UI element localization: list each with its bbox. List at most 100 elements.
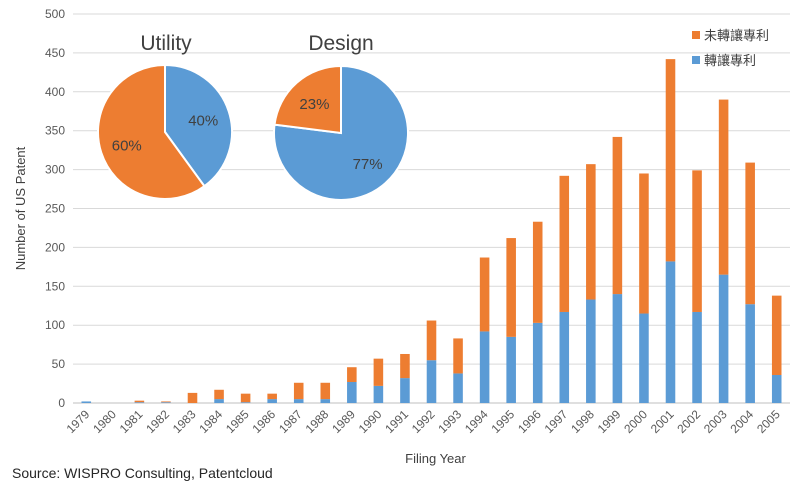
x-tick-label: 1979 (64, 407, 93, 436)
bar-transferred (320, 399, 331, 403)
x-tick-label: 2001 (648, 407, 677, 436)
x-tick-label: 1990 (356, 407, 385, 436)
bar-not-transferred (479, 257, 490, 332)
bar-transferred (373, 385, 384, 403)
bar-transferred (161, 402, 171, 403)
bar-transferred (426, 360, 437, 403)
bar-not-transferred (453, 338, 463, 374)
x-tick-label: 2004 (728, 407, 757, 436)
pie-slice-label: 40% (188, 113, 218, 130)
bar-transferred (214, 399, 224, 403)
y-tick-label: 400 (45, 85, 65, 99)
x-tick-label: 1991 (382, 407, 411, 436)
bar-transferred (639, 313, 649, 403)
bar-not-transferred (267, 393, 277, 400)
x-tick-label: 1989 (329, 407, 358, 436)
pie-slice (273, 64, 409, 201)
y-tick-label: 300 (45, 163, 65, 177)
x-tick-label: 2000 (621, 407, 650, 436)
bar-not-transferred (240, 393, 251, 403)
bar-not-transferred (718, 99, 729, 275)
x-tick-label: 1997 (542, 407, 571, 436)
x-tick-label: 1998 (568, 407, 597, 436)
bar-transferred (267, 399, 277, 403)
pie-title: Utility (140, 32, 192, 55)
bar-transferred (293, 399, 304, 403)
y-tick-label: 350 (45, 124, 65, 138)
y-tick-label: 50 (52, 357, 66, 371)
bar-not-transferred (426, 320, 437, 361)
bar-not-transferred (639, 173, 649, 314)
bar-not-transferred (293, 382, 304, 400)
pie-slice (97, 63, 206, 200)
bar-not-transferred (347, 367, 357, 382)
x-tick-label: 1987 (276, 407, 305, 436)
x-tick-label: 1995 (489, 407, 518, 436)
bar-transferred (586, 299, 596, 403)
x-tick-label: 1992 (409, 407, 438, 436)
x-tick-label: 1980 (90, 407, 119, 436)
x-tick-label: 1993 (435, 407, 464, 436)
bar-transferred (718, 274, 729, 403)
bar-transferred (81, 401, 92, 403)
bar-transferred (745, 304, 755, 403)
bar-not-transferred (506, 238, 516, 337)
pie-title: Design (308, 32, 373, 55)
bar-transferred (692, 311, 702, 403)
bar-transferred (612, 294, 623, 403)
x-tick-label: 2002 (674, 407, 703, 436)
x-tick-label: 1984 (196, 407, 225, 436)
x-tick-label: 2003 (701, 407, 730, 436)
pie-slice (273, 64, 342, 135)
x-tick-label: 1983 (170, 407, 199, 436)
pie-slice (164, 63, 233, 188)
bar-transferred (400, 378, 410, 403)
bar-not-transferred (771, 295, 782, 375)
bar-transferred (453, 373, 463, 403)
y-tick-label: 200 (45, 240, 65, 254)
bar-not-transferred (692, 170, 702, 312)
y-tick-label: 250 (45, 202, 65, 216)
x-tick-label: 1999 (595, 407, 624, 436)
x-tick-label: 1994 (462, 407, 491, 436)
pie-slice-label: 60% (112, 137, 142, 154)
y-tick-label: 450 (45, 46, 65, 60)
legend-swatch (692, 31, 700, 39)
bar-not-transferred (532, 221, 543, 323)
bar-transferred (532, 322, 543, 403)
legend-swatch (692, 56, 700, 64)
bar-not-transferred (745, 162, 755, 305)
x-axis-title: Filing Year (405, 451, 466, 466)
bar-transferred (240, 402, 251, 403)
pie-slice-label: 23% (299, 96, 329, 113)
bar-not-transferred (187, 392, 198, 403)
x-tick-label: 1986 (250, 407, 279, 436)
bar-transferred (347, 381, 357, 403)
legend-label: 轉讓專利 (704, 53, 756, 68)
bar-not-transferred (400, 353, 410, 379)
x-tick-label: 1981 (117, 407, 146, 436)
x-tick-label: 1996 (515, 407, 544, 436)
bar-not-transferred (665, 59, 676, 262)
pie-slice-label: 77% (353, 156, 383, 173)
bar-transferred (506, 336, 516, 403)
bar-transferred (665, 261, 676, 403)
bar-not-transferred (559, 175, 570, 312)
y-tick-label: 150 (45, 279, 65, 293)
x-tick-label: 1982 (143, 407, 172, 436)
bar-not-transferred (612, 136, 623, 295)
bar-transferred (771, 374, 782, 403)
legend-label: 未轉讓專利 (704, 28, 769, 43)
bar-not-transferred (373, 358, 384, 386)
y-tick-label: 0 (58, 396, 65, 410)
source-note: Source: WISPRO Consulting, Patentcloud (12, 465, 273, 481)
x-tick-label: 1988 (303, 407, 332, 436)
y-tick-label: 500 (45, 7, 65, 21)
bar-not-transferred (134, 400, 145, 403)
y-axis-title: Number of US Patent (13, 146, 28, 270)
bar-not-transferred (161, 401, 171, 403)
y-tick-label: 100 (45, 318, 65, 332)
bar-transferred (134, 402, 145, 403)
x-tick-label: 2005 (754, 407, 783, 436)
